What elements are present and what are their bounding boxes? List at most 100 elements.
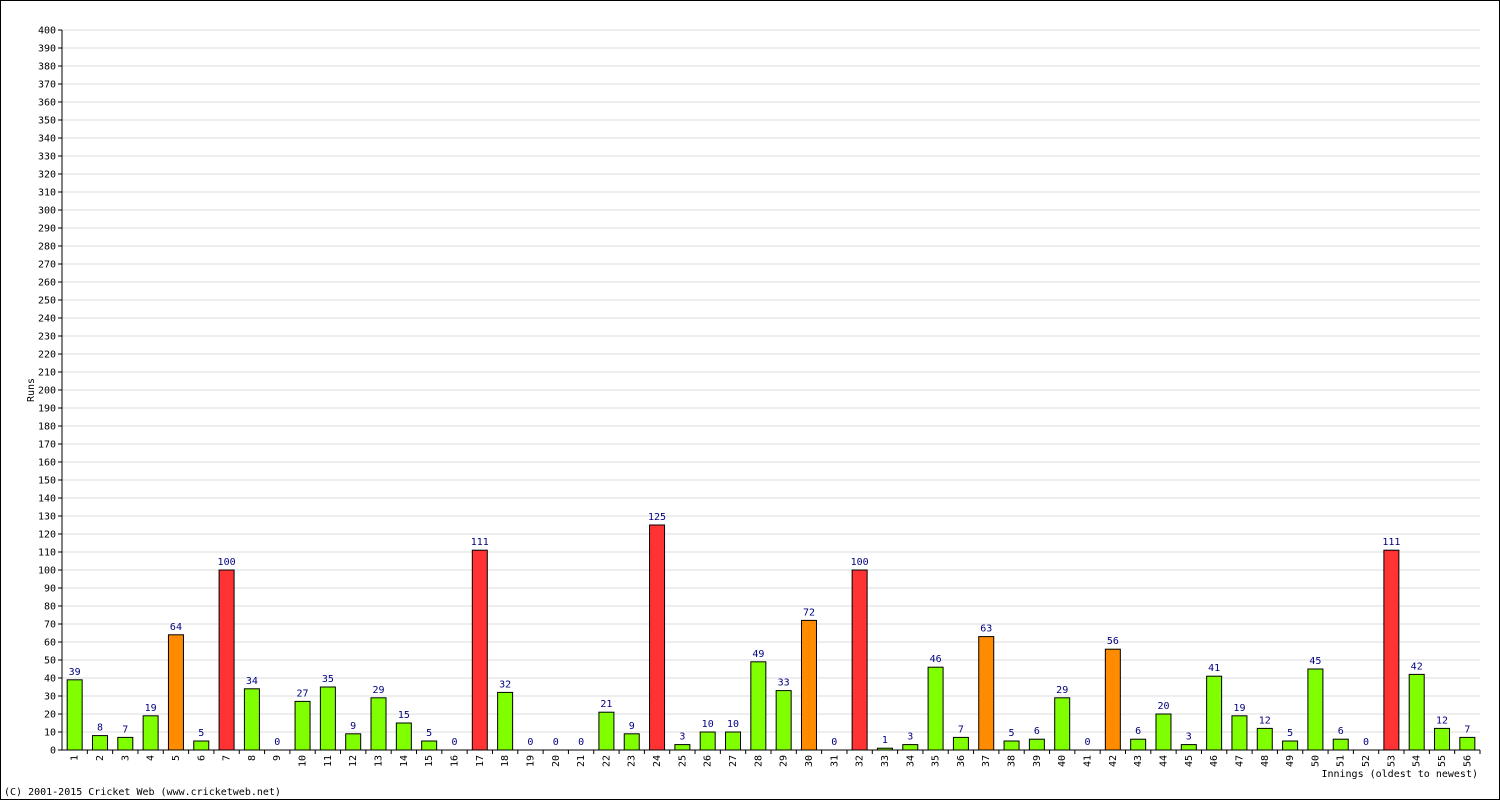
x-tick-label: 56 [1462, 755, 1473, 767]
value-label: 64 [170, 622, 182, 633]
y-tick-label: 120 [38, 530, 56, 541]
y-tick-label: 290 [38, 224, 56, 235]
bar [1130, 738, 1147, 751]
x-tick-label: 34 [905, 755, 916, 767]
bar [674, 744, 691, 751]
y-tick-label: 340 [38, 134, 56, 145]
bar [345, 733, 362, 751]
bar [1155, 713, 1172, 751]
value-label: 6 [1034, 726, 1040, 737]
value-label: 111 [1382, 537, 1400, 548]
bar [623, 733, 640, 751]
y-tick-label: 210 [38, 368, 56, 379]
x-tick-label: 54 [1412, 755, 1423, 767]
bar [66, 679, 83, 751]
bar [1434, 727, 1451, 751]
bar [471, 549, 488, 751]
y-tick-label: 190 [38, 404, 56, 415]
y-axis-label: Runs [26, 378, 37, 402]
x-tick-label: 27 [728, 755, 739, 767]
y-tick-label: 60 [44, 638, 56, 649]
y-tick-label: 130 [38, 512, 56, 523]
x-tick-label: 30 [804, 755, 815, 767]
x-tick-label: 40 [1057, 755, 1068, 767]
bar [1383, 549, 1400, 751]
x-tick-label: 8 [247, 755, 258, 761]
value-label: 9 [350, 721, 356, 732]
x-tick-label: 16 [449, 755, 460, 767]
x-tick-label: 7 [222, 755, 233, 761]
bar [1180, 744, 1197, 751]
bar [725, 731, 742, 751]
x-tick-label: 2 [95, 755, 106, 761]
x-tick-label: 53 [1386, 755, 1397, 767]
y-tick-label: 220 [38, 350, 56, 361]
x-tick-label: 50 [1310, 755, 1321, 767]
value-label: 29 [1056, 685, 1068, 696]
x-tick-label: 23 [627, 755, 638, 767]
x-tick-label: 29 [779, 755, 790, 767]
y-tick-label: 360 [38, 98, 56, 109]
value-label: 46 [930, 654, 942, 665]
bar [1231, 715, 1248, 751]
bar [649, 524, 666, 751]
bar [750, 661, 767, 751]
value-label: 39 [69, 667, 81, 678]
bar [193, 740, 210, 751]
value-label: 10 [727, 719, 739, 730]
bar [1282, 740, 1299, 751]
x-tick-label: 38 [1007, 755, 1018, 767]
y-tick-label: 390 [38, 44, 56, 55]
y-tick-label: 30 [44, 692, 56, 703]
value-label: 100 [851, 557, 869, 568]
value-label: 5 [426, 728, 432, 739]
x-tick-label: 25 [677, 755, 688, 767]
x-tick-label: 33 [880, 755, 891, 767]
value-label: 0 [831, 737, 837, 748]
value-label: 7 [958, 724, 964, 735]
y-tick-label: 170 [38, 440, 56, 451]
y-tick-label: 40 [44, 674, 56, 685]
x-tick-label: 12 [348, 755, 359, 767]
value-label: 7 [122, 724, 128, 735]
value-label: 49 [752, 649, 764, 660]
y-tick-label: 350 [38, 116, 56, 127]
value-label: 0 [527, 737, 533, 748]
bar [1408, 673, 1425, 751]
y-tick-label: 320 [38, 170, 56, 181]
bar [699, 731, 716, 751]
value-label: 0 [553, 737, 559, 748]
y-tick-label: 310 [38, 188, 56, 199]
value-label: 41 [1208, 663, 1220, 674]
bar [927, 666, 944, 751]
bar [395, 722, 412, 751]
y-tick-label: 330 [38, 152, 56, 163]
x-tick-label: 36 [956, 755, 967, 767]
value-label: 56 [1107, 636, 1119, 647]
bar [1206, 675, 1223, 751]
bar [370, 697, 387, 751]
bar [952, 736, 969, 751]
x-tick-label: 1 [70, 755, 81, 761]
x-tick-label: 24 [652, 755, 663, 767]
y-tick-label: 20 [44, 710, 56, 721]
bar [902, 744, 919, 751]
bar [243, 688, 260, 751]
y-tick-label: 180 [38, 422, 56, 433]
y-tick-label: 300 [38, 206, 56, 217]
value-label: 34 [246, 676, 258, 687]
value-label: 12 [1436, 715, 1448, 726]
value-label: 33 [778, 678, 790, 689]
x-tick-label: 52 [1361, 755, 1372, 767]
value-label: 111 [471, 537, 489, 548]
value-label: 3 [1186, 732, 1192, 743]
value-label: 3 [907, 732, 913, 743]
x-tick-label: 47 [1234, 755, 1245, 767]
bar [319, 686, 336, 751]
value-label: 0 [578, 737, 584, 748]
x-tick-label: 6 [196, 755, 207, 761]
y-tick-label: 280 [38, 242, 56, 253]
x-tick-label: 37 [981, 755, 992, 767]
